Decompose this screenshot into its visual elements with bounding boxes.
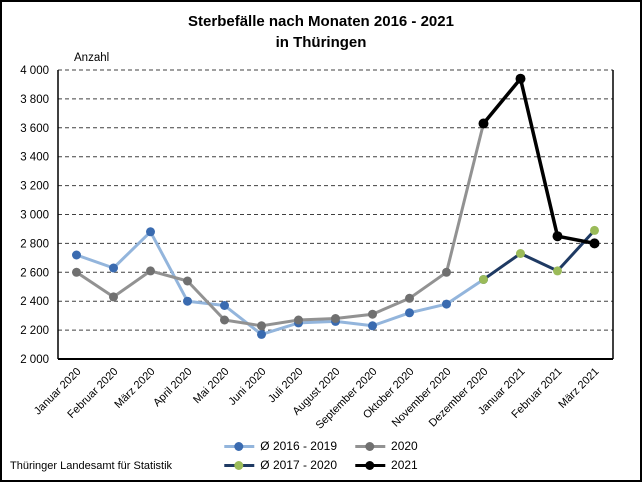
svg-text:3 200: 3 200 [20,181,49,193]
legend-line-marker-icon [355,441,386,451]
chart-legend: Ø 2016 - 2019 2020 Ø 2017 - 2020 2021 [224,439,418,472]
legend-item-2021: 2021 [355,458,418,472]
svg-text:2 400: 2 400 [20,296,49,308]
legend-item-avg-2017-2020: Ø 2017 - 2020 [224,458,337,472]
svg-text:Mai 2020: Mai 2020 [191,366,231,406]
svg-text:2 800: 2 800 [20,238,49,250]
svg-text:4 000: 4 000 [20,65,49,77]
legend-line-marker-icon [355,460,386,470]
legend-dot-icon [234,441,244,451]
svg-text:3 800: 3 800 [20,94,49,106]
svg-text:2 200: 2 200 [20,325,49,337]
svg-text:3 600: 3 600 [20,123,49,135]
legend-label: Ø 2016 - 2019 [260,439,338,453]
legend-item-avg-2016-2019: Ø 2016 - 2019 [224,439,337,453]
chart-title-line1: Sterbefälle nach Monaten 2016 - 2021 [188,13,454,30]
legend-line-marker-icon [224,460,255,470]
chart-title: Sterbefälle nach Monaten 2016 - 2021 in … [2,11,640,53]
legend-label: 2021 [391,458,418,472]
source-credit: Thüringer Landesamt für Statistik [10,460,173,472]
svg-text:3 400: 3 400 [20,152,49,164]
y-axis-title: Anzahl [74,52,110,64]
chart-title-line2: in Thüringen [275,34,367,51]
legend-label: 2020 [391,439,418,453]
legend-dot-icon [365,441,375,451]
svg-text:2 000: 2 000 [20,354,49,366]
svg-text:Juni 2020: Juni 2020 [226,366,268,408]
svg-text:April 2020: April 2020 [151,366,195,410]
legend-item-2020: 2020 [355,439,418,453]
svg-text:3 000: 3 000 [20,210,49,222]
legend-dot-icon [234,460,244,470]
legend-label: Ø 2017 - 2020 [260,458,338,472]
svg-text:März 2021: März 2021 [556,366,601,411]
legend-line-marker-icon [224,441,255,451]
svg-text:März 2020: März 2020 [112,366,157,411]
svg-text:2 600: 2 600 [20,267,49,279]
legend-dot-icon [365,460,375,470]
